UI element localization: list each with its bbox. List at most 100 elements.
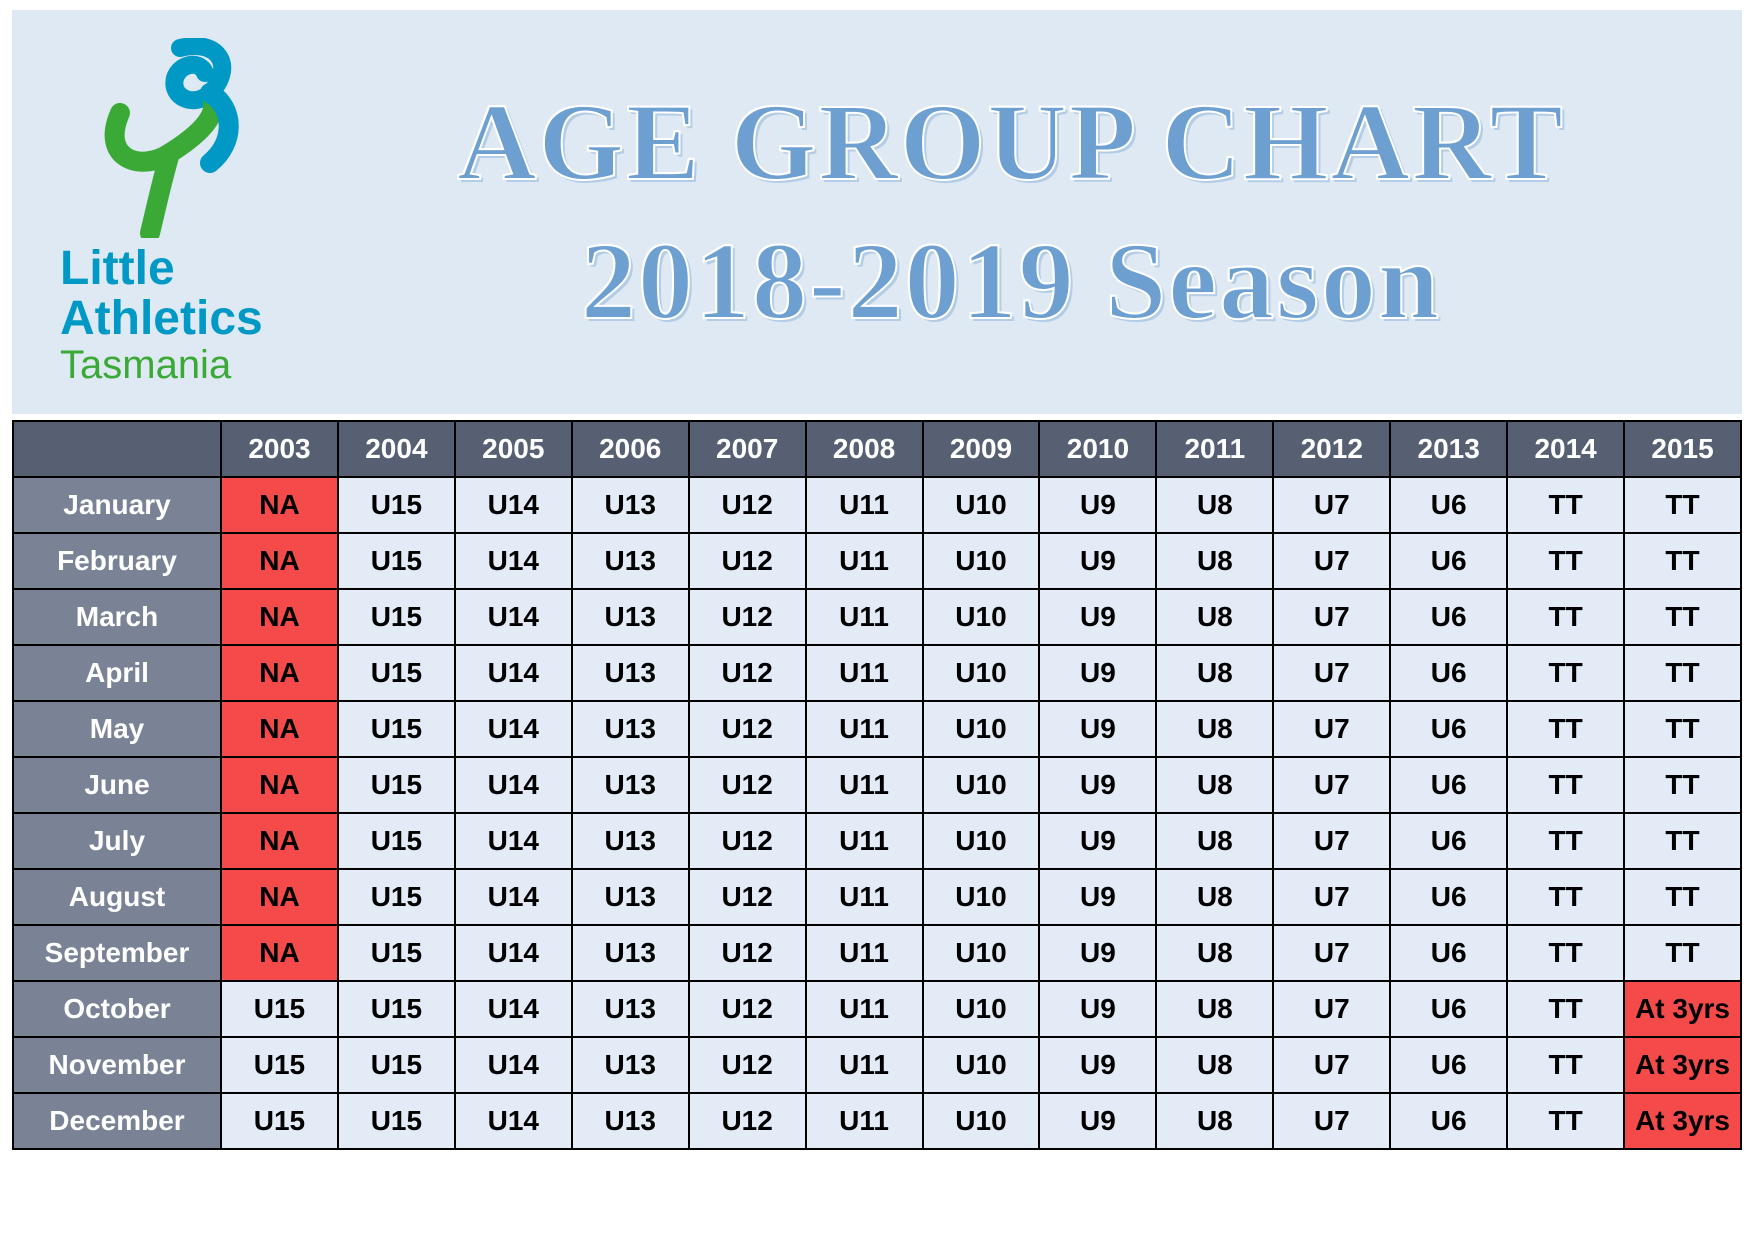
table-cell: U12 (689, 533, 806, 589)
year-header: 2005 (455, 421, 572, 477)
table-cell: U7 (1273, 477, 1390, 533)
table-cell: U14 (455, 813, 572, 869)
table-cell: U12 (689, 1037, 806, 1093)
table-cell: U9 (1039, 813, 1156, 869)
table-cell: TT (1507, 1093, 1624, 1149)
table-cell: U9 (1039, 701, 1156, 757)
table-cell: U8 (1156, 1093, 1273, 1149)
table-cell: U9 (1039, 925, 1156, 981)
table-cell: U7 (1273, 925, 1390, 981)
table-cell: U6 (1390, 925, 1507, 981)
year-header: 2014 (1507, 421, 1624, 477)
logo-line1: Little (60, 244, 263, 294)
year-header: 2013 (1390, 421, 1507, 477)
table-cell: U10 (923, 589, 1040, 645)
table-cell: U6 (1390, 477, 1507, 533)
table-cell: U6 (1390, 645, 1507, 701)
month-header: June (13, 757, 221, 813)
table-cell: TT (1624, 645, 1741, 701)
table-cell: U14 (455, 757, 572, 813)
table-cell: U9 (1039, 533, 1156, 589)
table-cell: TT (1624, 869, 1741, 925)
table-cell: U15 (221, 1037, 338, 1093)
table-cell: U12 (689, 813, 806, 869)
logo-line3: Tasmania (60, 344, 263, 386)
table-row: AugustNAU15U14U13U12U11U10U9U8U7U6TTTT (13, 869, 1741, 925)
table-row: MarchNAU15U14U13U12U11U10U9U8U7U6TTTT (13, 589, 1741, 645)
table-cell: U13 (572, 1093, 689, 1149)
table-cell: TT (1507, 645, 1624, 701)
year-header: 2009 (923, 421, 1040, 477)
table-cell: U13 (572, 589, 689, 645)
table-cell: U9 (1039, 477, 1156, 533)
year-header: 2015 (1624, 421, 1741, 477)
table-cell: U10 (923, 813, 1040, 869)
table-cell: U14 (455, 701, 572, 757)
table-cell: U15 (338, 589, 455, 645)
table-cell: U13 (572, 1037, 689, 1093)
table-cell: U6 (1390, 757, 1507, 813)
year-header: 2012 (1273, 421, 1390, 477)
table-cell: TT (1624, 477, 1741, 533)
table-row: AprilNAU15U14U13U12U11U10U9U8U7U6TTTT (13, 645, 1741, 701)
table-cell: U11 (806, 477, 923, 533)
table-cell: U13 (572, 981, 689, 1037)
table-cell: U12 (689, 925, 806, 981)
table-cell: U11 (806, 813, 923, 869)
table-cell: U9 (1039, 645, 1156, 701)
table-cell: NA (221, 645, 338, 701)
table-cell: U14 (455, 1093, 572, 1149)
table-cell: TT (1507, 925, 1624, 981)
table-cell: U7 (1273, 701, 1390, 757)
page: Little Athletics Tasmania AGE GROUP CHAR… (0, 0, 1754, 1240)
table-cell: U14 (455, 477, 572, 533)
table-cell: U12 (689, 701, 806, 757)
table-cell: TT (1507, 813, 1624, 869)
table-cell: U15 (338, 701, 455, 757)
table-cell: U9 (1039, 981, 1156, 1037)
table-row: OctoberU15U15U14U13U12U11U10U9U8U7U6TTAt… (13, 981, 1741, 1037)
table-cell: U8 (1156, 533, 1273, 589)
year-header: 2010 (1039, 421, 1156, 477)
table-cell: U7 (1273, 869, 1390, 925)
table-cell: U11 (806, 1093, 923, 1149)
table-cell: U8 (1156, 925, 1273, 981)
table-cell: U8 (1156, 1037, 1273, 1093)
table-cell: U9 (1039, 1093, 1156, 1149)
table-cell: U14 (455, 589, 572, 645)
table-cell: U12 (689, 1093, 806, 1149)
month-header: August (13, 869, 221, 925)
table-cell: TT (1507, 477, 1624, 533)
table-cell: U15 (338, 645, 455, 701)
table-cell: U14 (455, 645, 572, 701)
table-header-row: 2003200420052006200720082009201020112012… (13, 421, 1741, 477)
table-cell: U10 (923, 645, 1040, 701)
table-cell: U15 (338, 869, 455, 925)
table-cell: U11 (806, 645, 923, 701)
table-cell: U12 (689, 757, 806, 813)
table-cell: U8 (1156, 869, 1273, 925)
table-cell: U10 (923, 477, 1040, 533)
table-cell: U11 (806, 589, 923, 645)
table-cell: U14 (455, 1037, 572, 1093)
table-cell: TT (1507, 869, 1624, 925)
table-cell: U10 (923, 533, 1040, 589)
table-cell: U7 (1273, 813, 1390, 869)
table-cell: NA (221, 813, 338, 869)
table-cell: U9 (1039, 757, 1156, 813)
table-cell: U10 (923, 1093, 1040, 1149)
table-cell: U10 (923, 701, 1040, 757)
title-line1: AGE GROUP CHART (457, 79, 1565, 206)
logo-text: Little Athletics Tasmania (60, 244, 263, 387)
table-cell: NA (221, 701, 338, 757)
table-cell: U7 (1273, 645, 1390, 701)
table-cell: U6 (1390, 981, 1507, 1037)
table-cell: U12 (689, 589, 806, 645)
header: Little Athletics Tasmania AGE GROUP CHAR… (12, 10, 1742, 414)
table-cell: U15 (338, 925, 455, 981)
table-row: FebruaryNAU15U14U13U12U11U10U9U8U7U6TTTT (13, 533, 1741, 589)
age-group-table: 2003200420052006200720082009201020112012… (12, 420, 1742, 1150)
table-cell: U15 (221, 981, 338, 1037)
table-row: JulyNAU15U14U13U12U11U10U9U8U7U6TTTT (13, 813, 1741, 869)
year-header: 2007 (689, 421, 806, 477)
